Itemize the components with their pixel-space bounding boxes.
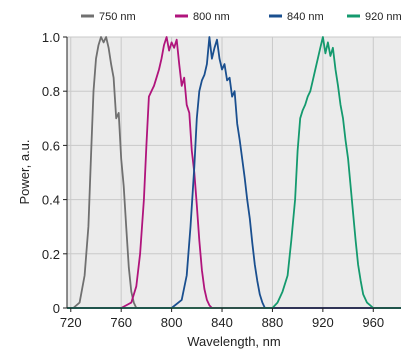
legend-label-3: 920 nm [365, 11, 402, 23]
legend-label-0: 750 nm [99, 11, 136, 23]
y-tick-label-2: 0.4 [42, 193, 60, 208]
plot-area [67, 37, 401, 308]
x-tick-label-1: 760 [110, 315, 132, 330]
y-axis-label: Power, a.u. [17, 139, 32, 204]
x-tick-label-2: 800 [161, 315, 183, 330]
x-tick-label-6: 960 [362, 315, 384, 330]
legend-label-1: 800 nm [193, 11, 230, 23]
x-tick-label-0: 720 [60, 315, 82, 330]
x-tick-label-5: 920 [312, 315, 334, 330]
y-tick-label-5: 1.0 [42, 30, 60, 45]
y-tick-label-4: 0.8 [42, 84, 60, 99]
y-axis: 0 0.2 0.4 0.6 0.8 1.0 [42, 30, 68, 316]
y-tick-label-1: 0.2 [42, 247, 60, 262]
x-axis-label: Wavelength, nm [187, 334, 280, 349]
x-axis: 720 760 800 840 880 920 960 [60, 307, 401, 330]
series-lines [67, 36, 401, 309]
legend: 750 nm 800 nm 840 nm 920 nm [81, 11, 402, 23]
series-line-2 [67, 36, 401, 309]
series-line-3 [67, 36, 401, 309]
series-line-1 [67, 36, 401, 309]
x-tick-label-4: 880 [262, 315, 284, 330]
y-tick-label-0: 0 [53, 301, 60, 316]
legend-label-2: 840 nm [287, 11, 324, 23]
x-tick-label-3: 840 [211, 315, 233, 330]
y-tick-label-3: 0.6 [42, 138, 60, 153]
